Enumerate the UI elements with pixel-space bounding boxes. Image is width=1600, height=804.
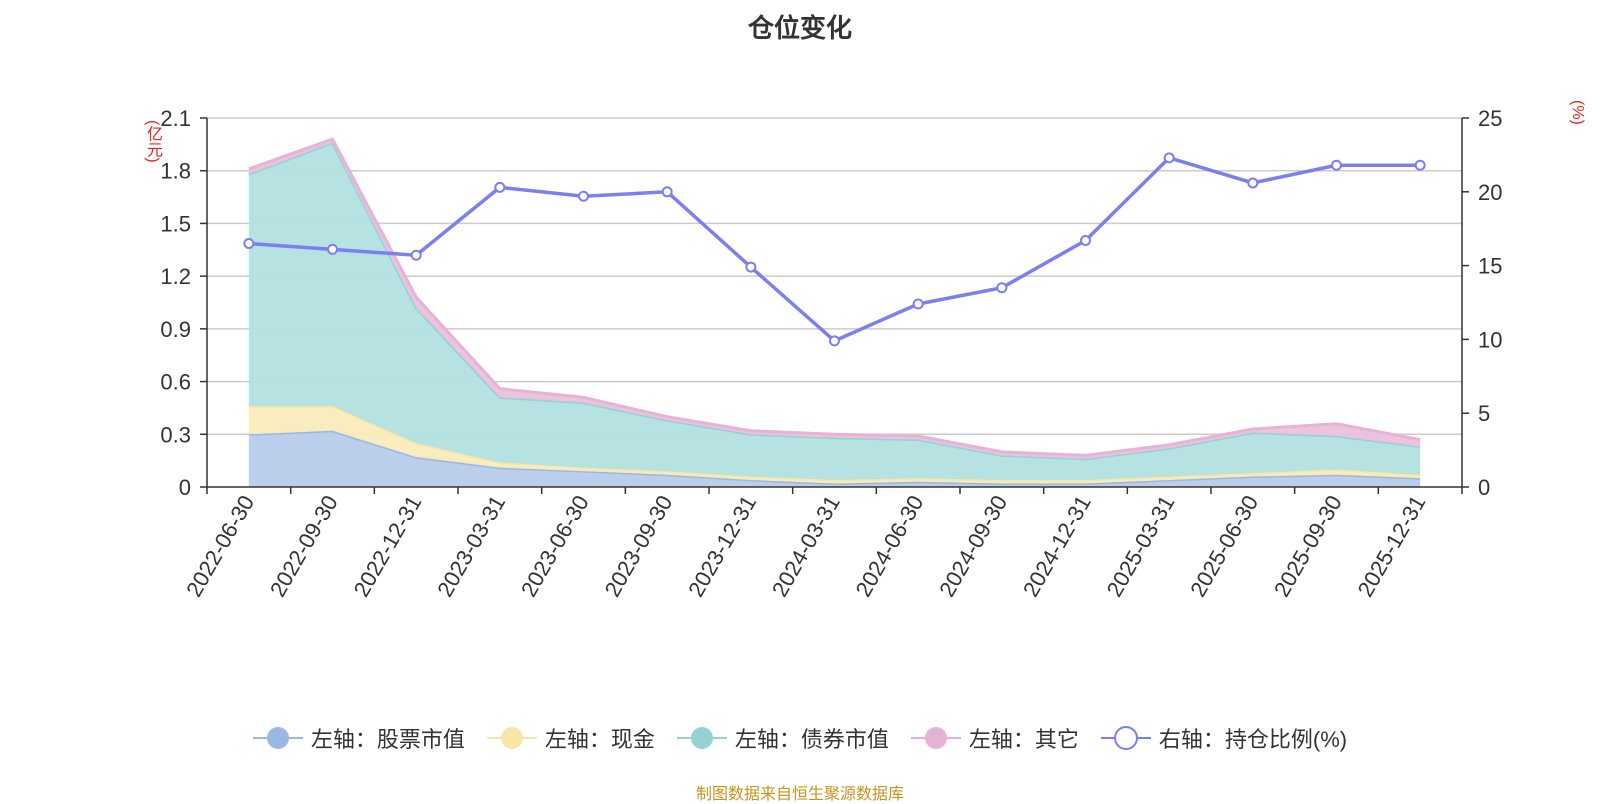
area-series-3 <box>248 142 1421 480</box>
legend-label: 右轴：持仓比例(%) <box>1158 727 1348 752</box>
ratio-point <box>996 282 1008 294</box>
right-axis-tick-label: 5 <box>1478 401 1490 426</box>
right-axis-tick-label: 10 <box>1478 327 1502 352</box>
legend-item[interactable]: 右轴：持仓比例(%) <box>1100 722 1348 754</box>
ratio-point <box>745 261 757 273</box>
x-axis-tick-label: 2022-12-31 <box>349 491 427 601</box>
left-axis-tick-label: 1.5 <box>160 211 191 236</box>
x-axis-tick-label: 2023-12-31 <box>683 491 761 601</box>
ratio-point <box>578 190 589 202</box>
legend-item[interactable]: 左轴：现金 <box>486 722 655 754</box>
left-axis-tick-label: 0.9 <box>160 317 191 342</box>
right-axis-tick-label: 25 <box>1478 106 1502 131</box>
ratio-point <box>661 186 673 198</box>
left-axis-tick-label: 0.6 <box>160 370 191 395</box>
x-axis-tick-label: 2025-09-30 <box>1269 491 1347 601</box>
legend-marker <box>910 727 961 749</box>
ratio-point <box>494 181 506 193</box>
x-axis-tick-label: 2025-03-31 <box>1102 491 1180 601</box>
ratio-point <box>410 249 422 261</box>
legend-label: 左轴：债券市值 <box>734 727 889 752</box>
right-axis-tick-label: 0 <box>1478 475 1490 500</box>
left-axis-tick-label: 0.3 <box>160 422 191 447</box>
right-axis-tick-label: 20 <box>1478 180 1502 205</box>
ratio-point <box>1331 159 1342 171</box>
legend-label: 左轴：股票市值 <box>310 727 465 752</box>
x-axis-tick-label: 2023-09-30 <box>600 491 678 601</box>
legend-label: 左轴：其它 <box>968 727 1079 752</box>
right-axis-unit: (%) <box>1569 100 1586 125</box>
left-axis-tick-label: 2.1 <box>160 106 191 131</box>
legend-item[interactable]: 左轴：股票市值 <box>252 722 465 754</box>
x-axis-tick-label: 2025-06-30 <box>1185 491 1263 601</box>
ratio-point <box>829 335 840 347</box>
legend-item[interactable]: 左轴：其它 <box>910 722 1079 754</box>
data-source-note: 制图数据来自恒生聚源数据库 <box>695 786 904 803</box>
area-series-4-line <box>248 137 1421 457</box>
right-axis-tick-label: 15 <box>1478 254 1502 279</box>
legend: 左轴：股票市值 左轴：现金 左轴：债券市值 左轴：其它 右轴：持仓比例(%) <box>0 722 1600 754</box>
chart-title: 仓位变化 <box>747 13 852 43</box>
x-axis-tick-label: 2022-09-30 <box>265 491 343 601</box>
ratio-point <box>912 298 924 310</box>
x-axis-tick-label: 2024-09-30 <box>934 491 1012 601</box>
left-axis-tick-label: 1.8 <box>160 159 191 184</box>
x-axis-tick-label: 2022-06-30 <box>181 491 259 601</box>
ratio-point <box>1163 152 1175 164</box>
left-axis-unit: (亿元) <box>144 120 161 163</box>
area-series-1 <box>248 430 1421 487</box>
ratio-point <box>243 237 255 249</box>
x-axis-tick-label: 2024-06-30 <box>851 491 929 601</box>
legend-marker <box>252 727 303 749</box>
x-axis-tick-label: 2023-03-31 <box>432 491 510 601</box>
x-axis-tick-label: 2024-12-31 <box>1018 491 1096 601</box>
legend-marker <box>1100 726 1151 750</box>
legend-marker <box>676 727 727 749</box>
x-axis-tick-label: 2024-03-31 <box>767 491 845 601</box>
x-axis-tick-label: 2025-12-31 <box>1353 491 1431 601</box>
legend-marker <box>486 727 537 749</box>
x-axis-tick-label: 2023-06-30 <box>516 491 594 601</box>
ratio-point <box>327 243 338 255</box>
ratio-point <box>1080 235 1091 247</box>
legend-item[interactable]: 左轴：债券市值 <box>676 722 889 754</box>
left-axis-tick-label: 0 <box>179 475 191 500</box>
legend-label: 左轴：现金 <box>544 727 655 752</box>
left-axis-tick-label: 1.2 <box>160 264 191 289</box>
ratio-point <box>1247 177 1259 189</box>
ratio-point <box>1414 159 1426 171</box>
